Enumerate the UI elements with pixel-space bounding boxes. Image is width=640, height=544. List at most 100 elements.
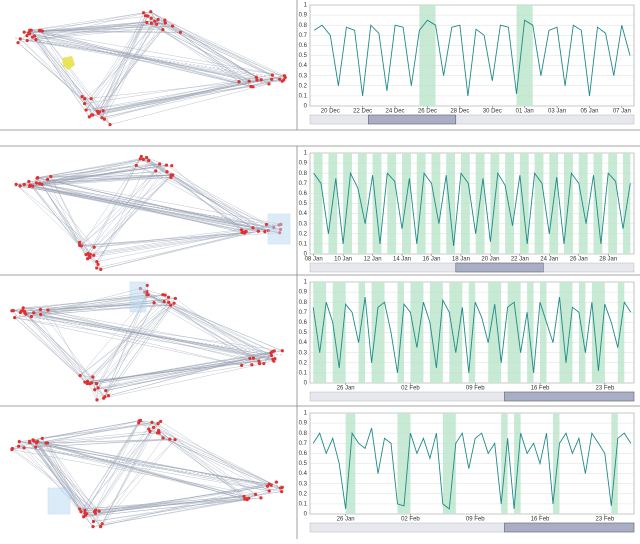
network-node [92, 520, 95, 523]
x-tick-label: 09 Feb [466, 386, 485, 392]
network-node [149, 10, 152, 13]
network-node [280, 490, 283, 493]
network-node [11, 447, 14, 450]
network-node [83, 509, 86, 512]
x-tick-label: 18 Jan [452, 257, 470, 263]
network-node [170, 173, 173, 176]
network-node [251, 226, 254, 229]
network-node [145, 21, 148, 24]
y-tick-label: 0.4 [299, 63, 308, 69]
network-node [165, 170, 168, 173]
network-node [84, 253, 87, 256]
network-node [94, 512, 97, 515]
network-node [103, 118, 106, 121]
network-node [34, 38, 37, 41]
network-node [79, 510, 82, 513]
x-tick-label: 16 Jan [422, 257, 440, 263]
network-node [145, 156, 148, 159]
network-node [140, 155, 143, 158]
network-node [95, 260, 98, 263]
y-tick-label: 0.9 [299, 161, 308, 167]
x-tick-label: 10 Jan [334, 257, 352, 263]
x-tick-label: 09 Feb [466, 517, 485, 523]
y-tick-label: 0.7 [299, 181, 308, 187]
x-tick-label: 26 Jan [337, 517, 355, 523]
range-slider [310, 115, 634, 124]
y-tick-label: 0.2 [299, 231, 308, 237]
network-node [164, 21, 167, 24]
range-slider-selection [368, 115, 455, 124]
network-node [22, 306, 25, 309]
network-node [161, 28, 164, 31]
network-node [18, 184, 21, 187]
y-tick-label: 0.7 [299, 310, 308, 316]
network-node [281, 349, 284, 352]
network-node [98, 110, 101, 113]
network-node [156, 422, 159, 425]
network-node [179, 31, 182, 34]
x-tick-label: 02 Feb [401, 386, 420, 392]
y-tick-label: 0.3 [299, 221, 308, 227]
network-node [99, 525, 102, 528]
network-node [18, 440, 21, 443]
x-tick-label: 02 Feb [401, 517, 420, 523]
y-tick-label: 0.3 [299, 73, 308, 79]
network-node [152, 301, 155, 304]
network-node [44, 441, 47, 444]
network-node [252, 357, 255, 360]
network-node [19, 37, 22, 40]
network-node [152, 426, 155, 429]
y-tick-label: 0.5 [299, 201, 308, 207]
range-slider-selection [504, 523, 634, 532]
network-node [46, 308, 49, 311]
network-node [104, 389, 107, 392]
network-node [165, 164, 168, 167]
network-node [32, 439, 35, 442]
network-node [163, 19, 166, 22]
network-node [159, 420, 162, 423]
network-node [275, 480, 278, 483]
network-node [142, 11, 145, 14]
y-tick-label: 0.3 [299, 350, 308, 356]
network-node [167, 301, 170, 304]
network-node [39, 313, 42, 316]
y-tick-label: 0.5 [299, 53, 308, 59]
network-node [36, 440, 39, 443]
x-tick-label: 26 Jan [570, 257, 588, 263]
network-node [273, 357, 276, 360]
y-tick-label: 0.1 [299, 241, 308, 247]
x-tick-label: 01 Jan [516, 109, 534, 115]
network-node [139, 419, 142, 422]
network-node [260, 78, 263, 81]
network-node [248, 357, 251, 360]
network-node [82, 515, 85, 518]
network-node [248, 79, 251, 82]
x-tick-label: 03 Jan [548, 109, 566, 115]
network-node [266, 485, 269, 488]
network-node [157, 429, 160, 432]
network-node [262, 362, 265, 365]
network-node [269, 351, 272, 354]
network-node [79, 374, 82, 377]
x-tick-label: 23 Feb [595, 386, 614, 392]
x-tick-label: 20 Dec [321, 109, 340, 115]
network-node [101, 522, 104, 525]
network-node [14, 183, 17, 186]
network-node [281, 80, 284, 83]
network-node [169, 304, 172, 307]
network-node [167, 296, 170, 299]
network-node [90, 381, 93, 384]
y-tick-label: 0.8 [299, 431, 308, 437]
network-node [86, 257, 89, 260]
network-node [28, 185, 31, 188]
network-node [251, 85, 254, 88]
network-node [174, 297, 177, 300]
y-tick-label: 0.6 [299, 451, 308, 457]
network-node [156, 18, 159, 21]
network-node [91, 375, 94, 378]
x-tick-label: 07 Jan [613, 109, 631, 115]
y-tick-label: 0.9 [299, 13, 308, 19]
network-node [35, 177, 38, 180]
x-tick-label: 23 Feb [595, 517, 614, 523]
